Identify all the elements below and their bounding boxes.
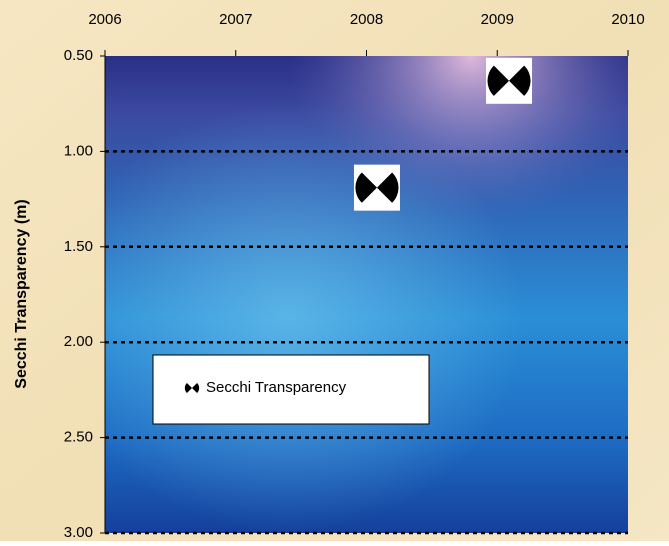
marker-wedge [376,172,399,203]
legend-marker [184,382,200,394]
y-axis-label: Secchi Transparency (m) [13,199,30,388]
x-tick-label: 2006 [88,11,121,28]
plot-area [105,56,628,533]
y-tick-label: 3.00 [64,524,93,541]
marker-wedge [184,382,192,394]
x-tick-label: 2008 [350,11,383,28]
marker-wedge [355,172,377,203]
y-tick-label: 1.50 [64,238,93,255]
x-tick-label: 2009 [481,11,514,28]
marker-wedge [509,65,531,96]
x-tick-label: 2010 [611,11,644,28]
point [486,57,533,104]
y-tick-label: 1.00 [64,142,93,159]
legend-label: Secchi Transparency [206,379,347,396]
marker-wedge [192,382,200,394]
y-tick-label: 0.50 [64,47,93,64]
x-tick-label: 2007 [219,11,252,28]
y-tick-label: 2.50 [64,429,93,446]
plot-glow [105,56,628,533]
point [353,164,400,211]
marker-wedge [487,65,510,96]
y-tick-label: 2.00 [64,333,93,350]
